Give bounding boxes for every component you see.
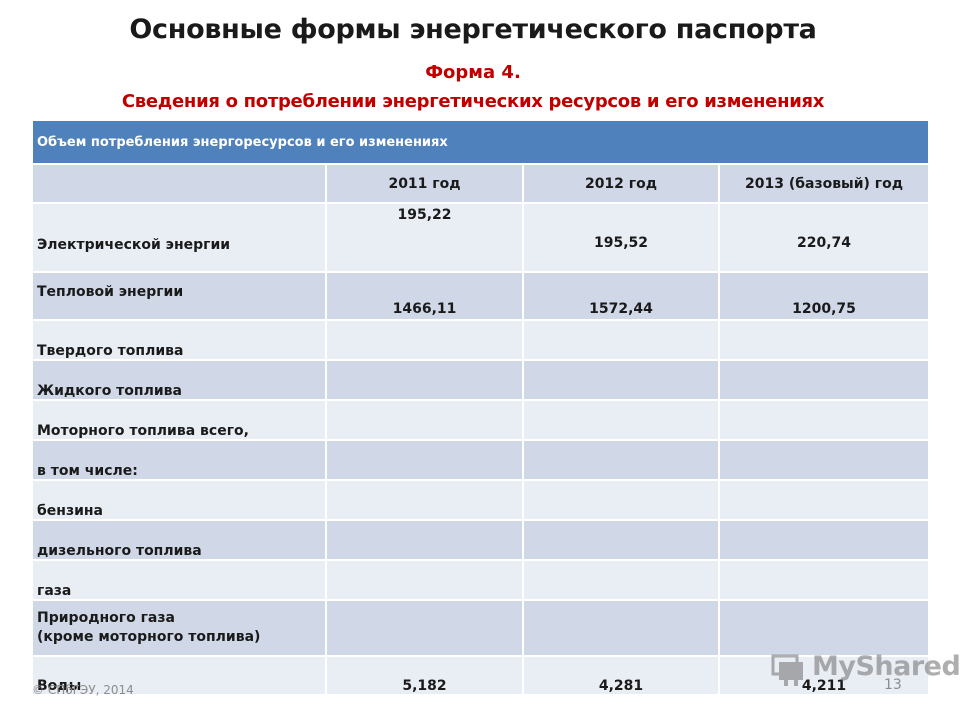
cell-value xyxy=(523,520,720,561)
table-row: Воды 5,182 4,281 4,211 xyxy=(33,656,929,696)
cell-value: 1572,44 xyxy=(523,272,720,321)
cell-value xyxy=(719,320,929,361)
table-row: Электрической энергии 195,22 195,52 220,… xyxy=(33,203,929,273)
cell-value: 195,22 xyxy=(326,203,524,273)
row-label: Природного газа (кроме моторного топлива) xyxy=(33,600,327,657)
presentation-logo-icon xyxy=(771,654,803,686)
row-label: Тепловой энергии xyxy=(33,272,327,321)
cell-value: 1200,75 xyxy=(719,272,929,321)
table-row: Природного газа (кроме моторного топлива) xyxy=(33,600,929,657)
row-label: Жидкого топлива xyxy=(33,360,327,401)
form-label: Форма 4. xyxy=(425,62,521,83)
cell-value xyxy=(523,600,720,657)
cell-value xyxy=(719,360,929,401)
table-row: бензина xyxy=(33,480,929,521)
table-row: дизельного топлива xyxy=(33,520,929,561)
cell-value xyxy=(719,440,929,481)
row-label: в том числе: xyxy=(33,440,327,481)
table-row: в том числе: xyxy=(33,440,929,481)
cell-value xyxy=(719,600,929,657)
cell-value xyxy=(326,320,524,361)
cell-value xyxy=(326,400,524,441)
row-label: Твердого топлива xyxy=(33,320,327,361)
cell-value xyxy=(523,560,720,601)
slide-title: Основные формы энергетического паспорта xyxy=(129,14,817,45)
myshared-watermark: MyShared xyxy=(770,648,960,688)
table-row: газа xyxy=(33,560,929,601)
cell-value xyxy=(326,440,524,481)
cell-value xyxy=(326,520,524,561)
cell-value xyxy=(326,560,524,601)
page-number: 13 xyxy=(884,677,902,693)
cell-value: 1466,11 xyxy=(326,272,524,321)
watermark-text: MyShared xyxy=(812,651,960,682)
cell-value xyxy=(719,400,929,441)
cell-value xyxy=(326,360,524,401)
cell-value xyxy=(326,600,524,657)
row-label: дизельного топлива xyxy=(33,520,327,561)
cell-value xyxy=(719,480,929,521)
row-label: Моторного топлива всего, xyxy=(33,400,327,441)
table-header: Объем потребления энергоресурсов и его и… xyxy=(33,121,929,165)
column-header-empty xyxy=(33,164,327,204)
table-row: Жидкого топлива xyxy=(33,360,929,401)
cell-value: 4,211 xyxy=(719,656,929,696)
cell-value xyxy=(326,480,524,521)
table-header-row: Объем потребления энергоресурсов и его и… xyxy=(33,121,929,165)
cell-value: 5,182 xyxy=(326,656,524,696)
cell-value: 195,52 xyxy=(523,203,720,273)
column-header-2012: 2012 год xyxy=(523,164,720,204)
column-header-2013: 2013 (базовый) год xyxy=(719,164,929,204)
row-label: Электрической энергии xyxy=(33,203,327,273)
form-title: Сведения о потреблении энергетических ре… xyxy=(121,91,825,112)
cell-value: 220,74 xyxy=(719,203,929,273)
row-label: бензина xyxy=(33,480,327,521)
row-label-line2: (кроме моторного топлива) xyxy=(37,629,261,645)
table-row: Моторного топлива всего, xyxy=(33,400,929,441)
cell-value xyxy=(523,440,720,481)
cell-value xyxy=(523,320,720,361)
cell-value xyxy=(719,560,929,601)
row-label-line1: Природного газа xyxy=(37,610,175,626)
cell-value xyxy=(523,360,720,401)
column-header-row: 2011 год 2012 год 2013 (базовый) год xyxy=(33,164,929,204)
energy-consumption-table: Объем потребления энергоресурсов и его и… xyxy=(33,121,929,696)
cell-value: 4,281 xyxy=(523,656,720,696)
row-label: газа xyxy=(33,560,327,601)
cell-value xyxy=(523,400,720,441)
table-row: Твердого топлива xyxy=(33,320,929,361)
copyright-footer: © СПбГЭУ, 2014 xyxy=(32,683,134,697)
row-label: Воды xyxy=(33,656,327,696)
column-header-2011: 2011 год xyxy=(326,164,524,204)
cell-value xyxy=(523,480,720,521)
table-row: Тепловой энергии 1466,11 1572,44 1200,75 xyxy=(33,272,929,321)
cell-value xyxy=(719,520,929,561)
